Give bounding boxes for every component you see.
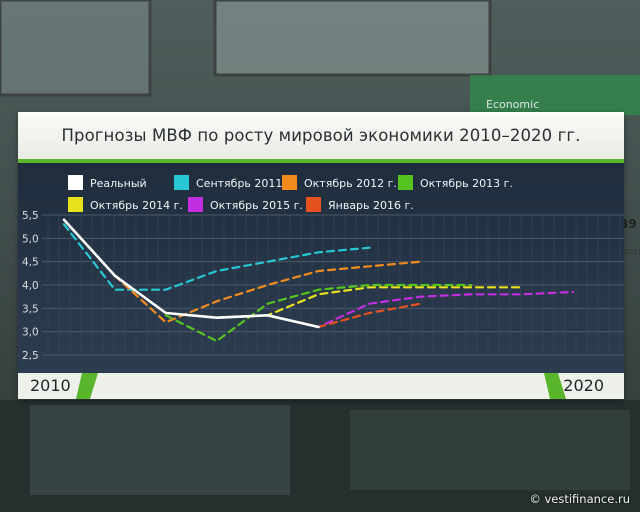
y-tick-label: 3,0 [22,327,39,339]
y-tick-label: 5,5 [22,210,39,222]
year-start-label: 2010 [30,376,71,395]
y-axis-ticks: 5,5 5,0 4,5 4,0 3,5 3,0 2,5 [22,210,39,362]
chart-card: Прогнозы МВФ по росту мировой экономики … [18,112,624,399]
legend-label: Октябрь 2012 г. [304,177,397,190]
y-tick-label: 3,5 [22,303,39,315]
series-line-1 [62,223,371,291]
legend-swatch [282,175,297,190]
series-line-2 [113,260,422,324]
legend-label: Сентябрь 2011 г. [196,177,295,190]
backdrop-label: Economic [486,98,539,111]
legend-label: Октябрь 2014 г. [90,199,183,212]
legend-swatch [398,175,413,190]
chart-plot: 5,5 5,0 4,5 4,0 3,5 3,0 2,5 Реальный Сентябрь 2… [18,163,624,373]
legend-swatch [188,197,203,212]
y-tick-label: 4,0 [22,280,39,292]
legend-label: Январь 2016 г. [328,199,414,212]
legend-swatch [68,197,83,212]
legend-label: Реальный [90,177,147,190]
series-lines [62,218,575,343]
legend-label: Октябрь 2013 г. [420,177,513,190]
y-tick-label: 4,5 [22,257,39,269]
legend-swatch [174,175,189,190]
legend: Реальный Сентябрь 2011 г. Октябрь 2012 г. О… [68,175,513,212]
side-number: 39 [620,217,637,231]
legend-label: Октябрь 2015 г. [210,199,303,212]
legend-swatch [68,175,83,190]
series-line-3 [164,283,473,343]
y-tick-label: 5,0 [22,233,39,245]
year-end-label: 2020 [563,376,604,395]
year-bar: 2010 2020 [18,373,624,399]
y-tick-label: 2,5 [22,350,39,362]
source-credit: © vestifinance.ru [529,492,630,506]
series-line-0 [62,218,320,329]
series-line-6 [317,302,422,329]
title-bar: Прогнозы МВФ по росту мировой экономики … [18,112,624,163]
grid [42,214,624,356]
year-bar-accent [76,373,566,399]
legend-swatch [306,197,321,212]
chart-title: Прогнозы МВФ по росту мировой экономики … [61,126,581,145]
side-year: 2011 [624,248,640,256]
